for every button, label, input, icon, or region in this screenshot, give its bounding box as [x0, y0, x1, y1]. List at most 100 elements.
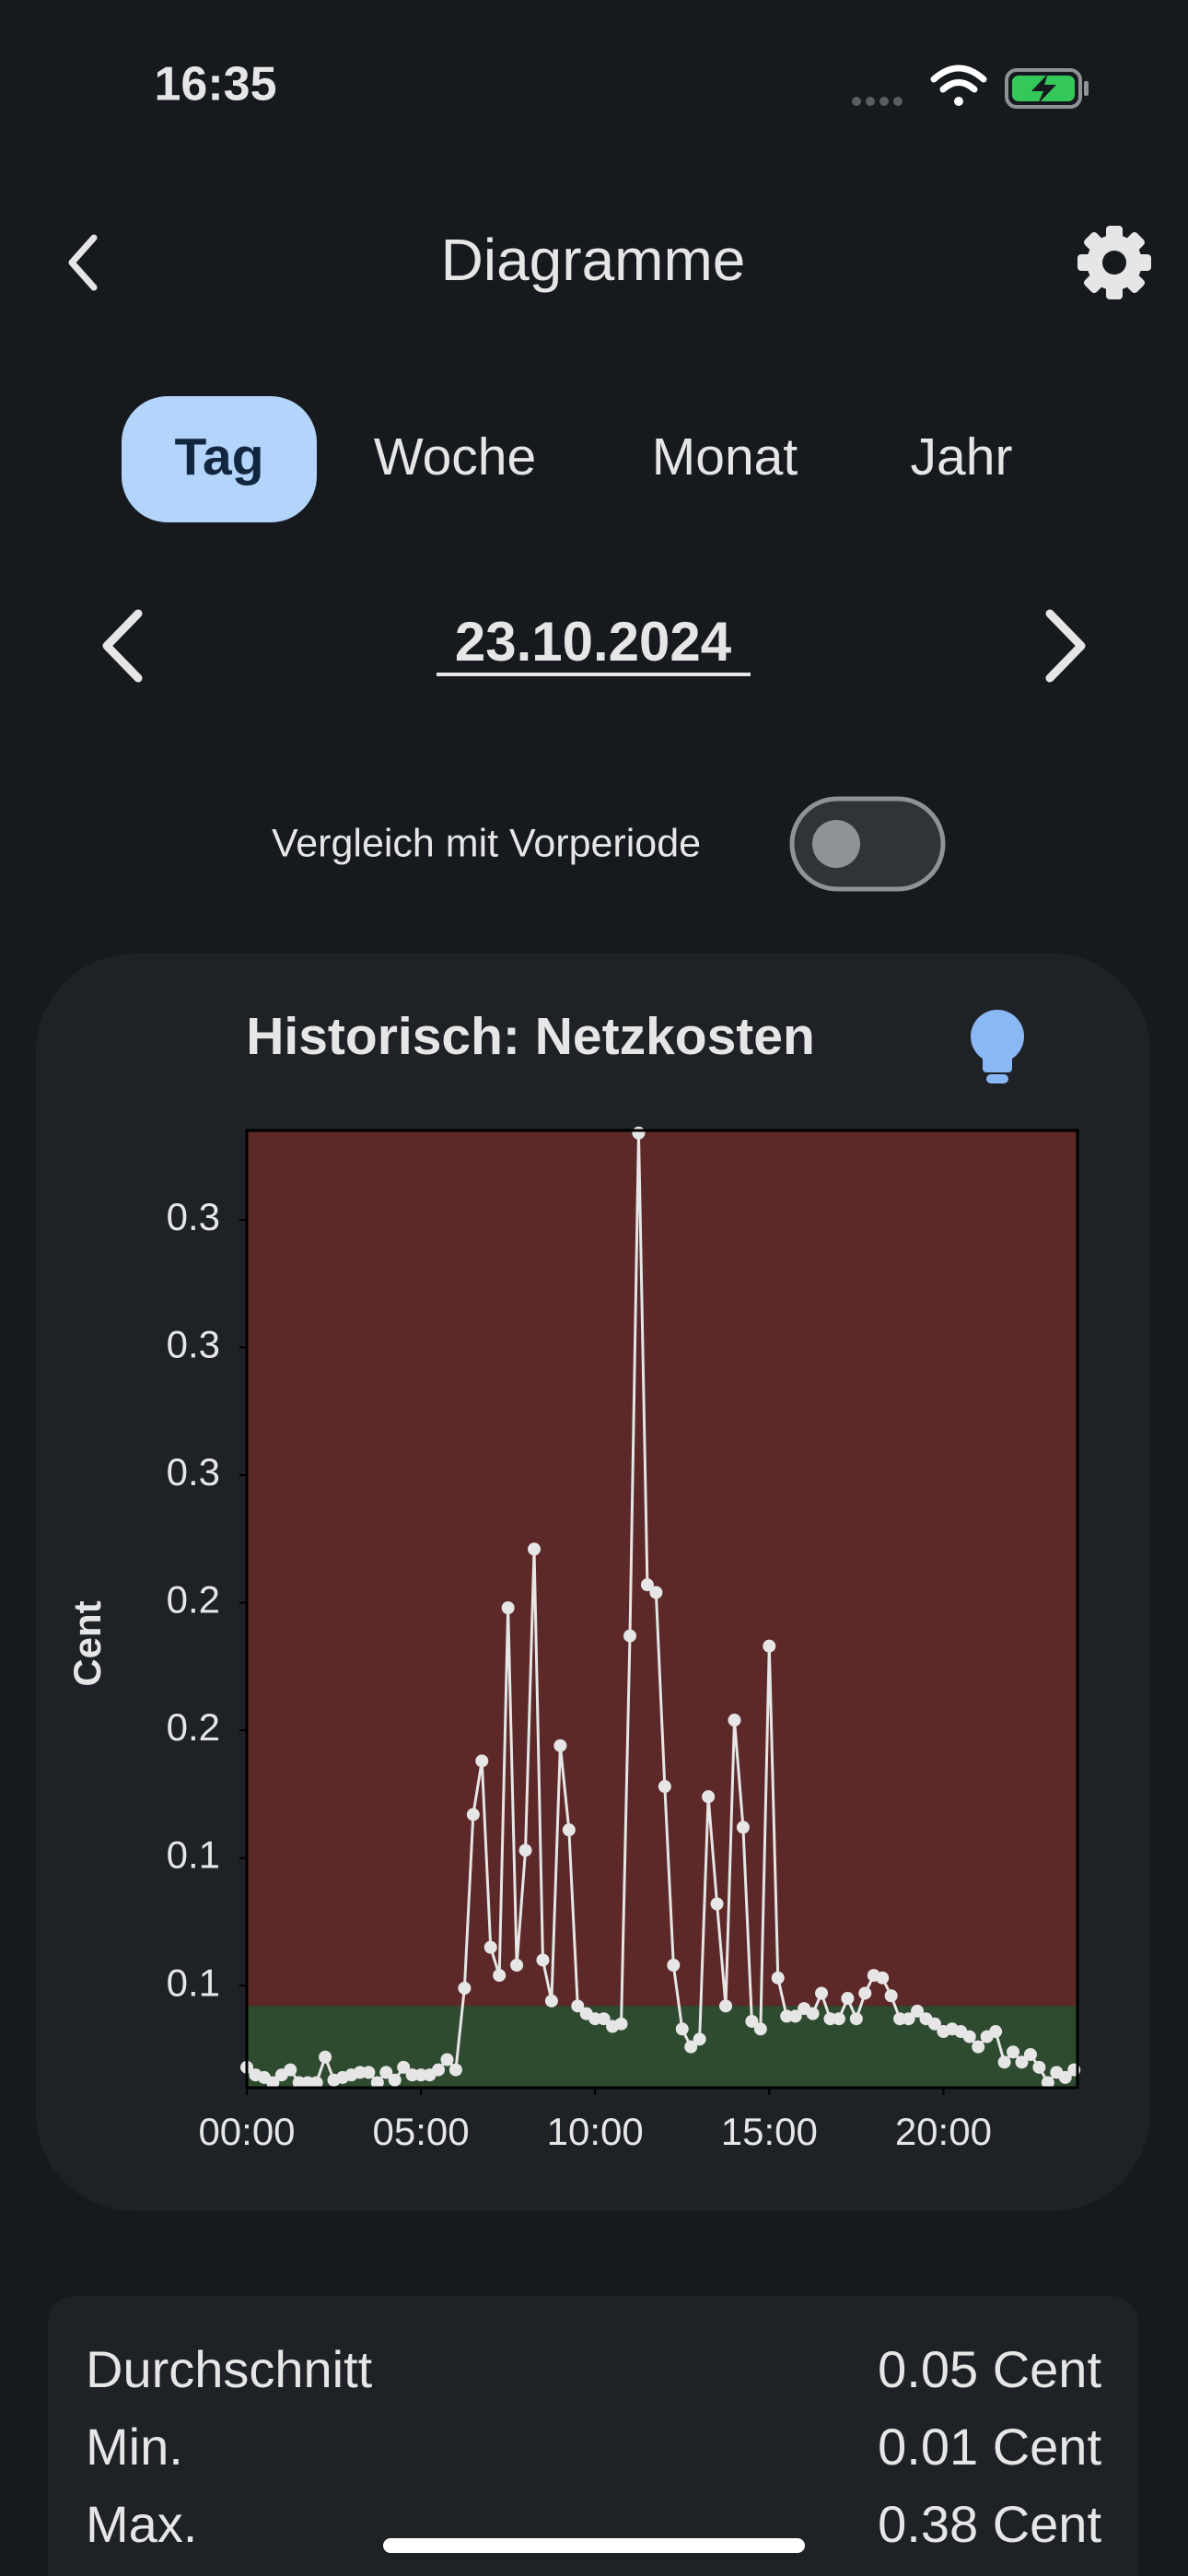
comparison-toggle[interactable]: [789, 796, 946, 892]
back-button[interactable]: [68, 234, 98, 291]
data-point: [370, 2076, 384, 2090]
data-point: [544, 1994, 558, 2008]
data-point: [483, 1940, 497, 1954]
data-point: [658, 1780, 671, 1794]
data-point: [684, 2040, 698, 2054]
data-point: [962, 2030, 976, 2043]
tab[interactable]: Tag: [174, 427, 263, 486]
x-tick-label: 20:00: [895, 2110, 992, 2153]
screen-title: Diagramme: [441, 227, 746, 293]
data-point: [571, 1999, 585, 2013]
data-point: [1015, 2055, 1029, 2069]
data-point: [1032, 2060, 1046, 2074]
wifi-icon: [930, 64, 987, 106]
x-tick-label: 10:00: [547, 2110, 644, 2153]
date-label[interactable]: 23.10.2024: [455, 611, 732, 673]
data-point: [815, 1986, 829, 2000]
data-point: [763, 1639, 776, 1653]
y-axis-label: Cent: [65, 1600, 109, 1686]
data-point: [284, 2063, 297, 2077]
data-point: [528, 1542, 542, 1556]
stat-label: Max.: [86, 2495, 197, 2553]
toggle-label: Vergleich mit Vorperiode: [272, 821, 701, 865]
plot-border: [245, 1129, 1079, 2090]
data-point: [553, 1739, 567, 1752]
data-point: [788, 2009, 802, 2023]
data-point: [362, 2066, 376, 2079]
data-point: [458, 1981, 472, 1995]
data-point: [649, 1586, 663, 1599]
chart-title: Historisch: Netzkosten: [246, 1007, 815, 1066]
status-time: 16:35: [155, 58, 277, 111]
next-date-button[interactable]: [1045, 609, 1086, 683]
x-tick-label: 05:00: [373, 2110, 470, 2153]
y-tick-label: 0.2: [167, 1705, 220, 1749]
previous-date-button[interactable]: [102, 609, 143, 683]
active-tab-background: [122, 396, 317, 522]
data-point: [640, 1578, 654, 1592]
data-point: [432, 2063, 446, 2077]
data-point: [1023, 2047, 1037, 2061]
battery-icon: [1005, 68, 1089, 109]
data-point: [849, 2012, 863, 2026]
data-point: [388, 2073, 402, 2087]
data-point: [719, 1999, 733, 2013]
data-point: [675, 2022, 689, 2036]
data-point: [319, 2050, 332, 2064]
data-point: [841, 1992, 855, 2006]
data-point: [536, 1953, 550, 1967]
data-point: [989, 2025, 1003, 2039]
tab[interactable]: Jahr: [911, 427, 1013, 486]
data-point: [1041, 2076, 1054, 2090]
data-point: [448, 2063, 462, 2077]
data-point: [518, 1844, 532, 1857]
data-point: [562, 1823, 576, 1837]
signal-icon: [852, 97, 903, 106]
tab[interactable]: Woche: [374, 427, 536, 486]
data-point: [745, 2014, 759, 2028]
data-point: [309, 2076, 323, 2090]
y-tick-label: 0.1: [167, 1961, 220, 2004]
data-point: [858, 1986, 872, 2000]
y-tick-label: 0.3: [167, 1323, 220, 1366]
stats-card: [48, 2296, 1138, 2576]
data-point: [876, 1971, 890, 1985]
x-tick-label: 00:00: [198, 2110, 295, 2153]
data-point: [623, 1629, 637, 1643]
stat-value: 0.38 Cent: [878, 2495, 1101, 2553]
settings-button[interactable]: [1077, 226, 1151, 299]
data-point: [379, 2066, 393, 2079]
data-point: [475, 1754, 489, 1768]
data-point: [884, 1989, 898, 2003]
data-point: [614, 2017, 628, 2031]
data-point: [501, 1601, 515, 1615]
data-point: [927, 2017, 941, 2031]
data-point: [736, 1821, 750, 1834]
home-indicator: [383, 2538, 805, 2553]
data-point: [1007, 2045, 1020, 2059]
data-point: [911, 2004, 925, 2018]
data-point: [466, 1808, 480, 1821]
data-point: [440, 2053, 454, 2067]
data-point: [667, 1959, 681, 1973]
y-tick-label: 0.3: [167, 1450, 220, 1493]
hint-button[interactable]: [971, 1010, 1024, 1083]
data-point: [972, 2040, 985, 2054]
data-point: [832, 2012, 845, 2026]
data-point: [771, 1971, 785, 1985]
data-point: [902, 2012, 915, 2026]
band-above: [247, 1130, 1077, 2007]
stat-value: 0.05 Cent: [878, 2340, 1101, 2398]
x-tick-label: 15:00: [721, 2110, 818, 2153]
data-point: [693, 2032, 706, 2046]
data-point: [632, 1126, 646, 1140]
y-tick-label: 0.1: [167, 1833, 220, 1877]
plot-area: 0.1 0.1 0.2 0.2 0.3 0.3 0.3 00:00 05:00 10:00 15:0…: [167, 1126, 1081, 2153]
stat-value: 0.01 Cent: [878, 2418, 1101, 2476]
tab[interactable]: Monat: [652, 427, 798, 486]
data-point: [997, 2055, 1011, 2069]
stat-label: Min.: [86, 2418, 183, 2476]
